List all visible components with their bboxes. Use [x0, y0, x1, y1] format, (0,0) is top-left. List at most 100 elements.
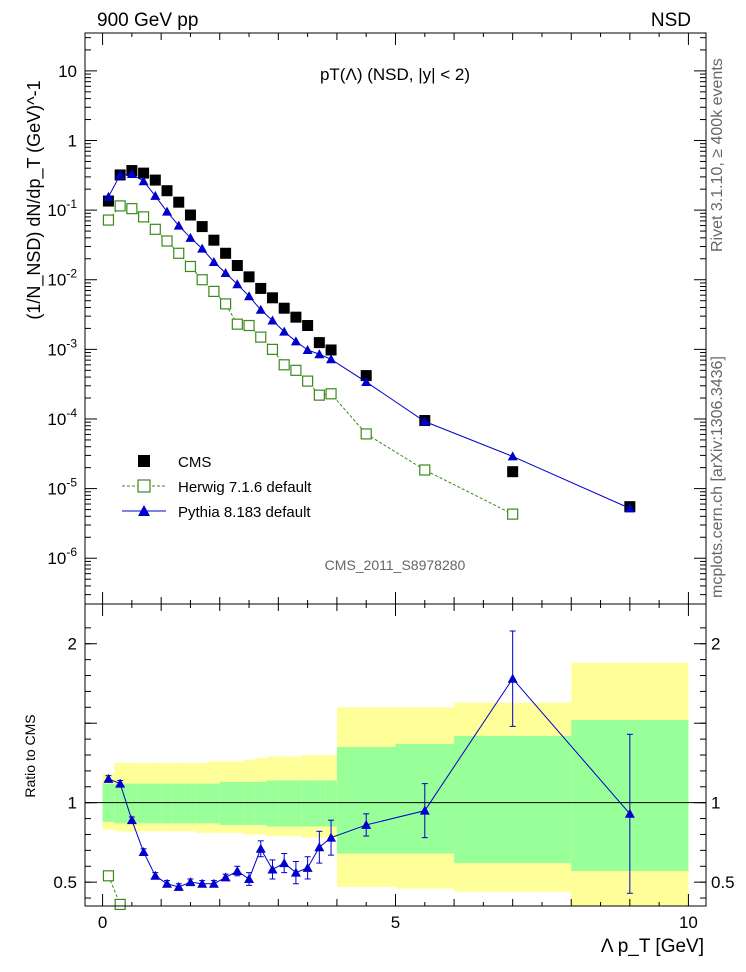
main-y-tick-label: 10: [58, 62, 77, 81]
ratio-pythia-point: [232, 866, 243, 876]
x-tick-label: 0: [98, 913, 107, 932]
herwig-point: [137, 211, 150, 223]
cms-point: [184, 209, 196, 221]
pythia-point: [138, 176, 149, 186]
herwig-point: [184, 260, 197, 273]
ratio-pythia-point: [185, 877, 196, 887]
ratio-herwig-point: [114, 898, 126, 911]
ratio-pythia-point: [220, 872, 231, 882]
ratio-pythia-point: [419, 805, 430, 815]
cms-point: [302, 320, 314, 332]
cms-point: [360, 370, 372, 382]
stat-band: [301, 780, 314, 827]
stat-band: [126, 783, 138, 824]
pythia-point: [419, 416, 430, 426]
herwig-point: [360, 428, 372, 440]
stat-band: [231, 782, 244, 825]
stat-band: [266, 780, 279, 827]
ratio-series: [102, 630, 635, 911]
herwig-point: [173, 247, 185, 259]
pythia-point: [290, 336, 301, 346]
ratio-pythia-point: [162, 878, 173, 888]
ratio-pythia-point: [255, 843, 266, 853]
stat-band: [208, 783, 220, 824]
pythia-point: [208, 256, 219, 266]
herwig-point: [161, 235, 173, 247]
cms-point: [243, 271, 255, 283]
ratio-y-tick-label: 0.5: [53, 873, 77, 892]
cms-point: [196, 221, 208, 233]
analysis-id: CMS_2011_S8978280: [325, 557, 466, 573]
ratio-bands: [102, 662, 689, 906]
cms-point: [231, 260, 243, 272]
cms-point: [290, 311, 302, 323]
stat-band: [172, 783, 185, 824]
pythia-point: [326, 354, 337, 364]
main-y-tick-label: 1: [68, 131, 77, 150]
ratio-y-ticks: 0.5 0.5 1 1 2 2: [53, 627, 735, 899]
herwig-point: [114, 200, 126, 212]
ratio-herwig-point: [102, 870, 115, 882]
herwig-point: [266, 343, 279, 355]
ratio-pythia-point: [314, 842, 325, 852]
ratio-panel: 0.5 0.5 1 1 2 2 0 5 10 Ratio to CMS Λ p_T [GeV]: [22, 33, 735, 957]
plot-title: pT(Λ) (NSD, |y| < 2): [320, 65, 470, 84]
main-y-tick-label: 10-3: [47, 336, 77, 359]
side-label-top: Rivet 3.1.10, ≥ 400k events: [709, 58, 726, 252]
stat-band: [290, 780, 302, 827]
cms-point: [208, 234, 220, 246]
ratio-pythia-point: [507, 673, 518, 683]
ratio-pythia-point: [208, 878, 219, 888]
pythia-point: [302, 344, 313, 354]
ratio-pythia-point: [244, 873, 255, 883]
pythia-point: [255, 304, 266, 314]
main-panel: pT(Λ) (NSD, |y| < 2) CMS_2011_S8978280 1…: [24, 32, 707, 605]
pythia-point: [126, 169, 137, 179]
herwig-point: [419, 464, 431, 476]
x-tick-label: 5: [391, 913, 400, 932]
stat-band: [313, 780, 326, 827]
pythia-point: [361, 376, 372, 386]
stat-band: [196, 783, 209, 824]
cms-point: [149, 174, 161, 186]
ratio-y-tick-label-right: 2: [711, 635, 720, 654]
ratio-pythia-point: [150, 870, 161, 880]
cms-point: [266, 292, 278, 304]
ratio-y-axis-label: Ratio to CMS: [22, 714, 38, 797]
pythia-point: [173, 220, 184, 230]
legend-label-pythia: Pythia 8.183 default: [178, 504, 311, 521]
ratio-pythia-point: [173, 881, 184, 891]
herwig-point: [302, 375, 314, 387]
ratio-pythia-point: [361, 819, 372, 829]
stat-band: [454, 735, 572, 864]
main-y-axis-label: (1/N_NSD) dN/dp_T (GeV)^-1: [24, 80, 45, 319]
herwig-point: [149, 223, 161, 235]
stat-band: [114, 783, 127, 824]
main-y-tick-label: 10-5: [47, 476, 77, 499]
ratio-y-tick-label: 1: [68, 794, 77, 813]
pythia-point: [185, 232, 196, 242]
legend-label-cms: CMS: [178, 454, 211, 471]
stat-band: [254, 782, 267, 825]
cms-point: [325, 344, 337, 356]
ratio-y-tick-label-right: 0.5: [711, 873, 735, 892]
pythia-point: [103, 191, 114, 201]
ratio-pythia-point: [290, 867, 301, 877]
main-y-tick-label: 10-4: [47, 406, 77, 429]
main-y-tick-label: 10-6: [47, 545, 77, 568]
ratio-pythia-point: [326, 832, 337, 842]
x-ticks: 0 5 10: [98, 33, 698, 932]
cms-point: [255, 282, 267, 294]
herwig-point: [208, 285, 220, 297]
x-tick-label: 10: [679, 913, 698, 932]
herwig-point: [313, 389, 325, 401]
cms-point: [220, 247, 232, 259]
ratio-pythia-point: [279, 858, 290, 868]
header-right: NSD: [651, 10, 691, 31]
pythia-point: [220, 267, 231, 277]
main-y-tick-label: 10-2: [47, 267, 77, 290]
herwig-point: [255, 331, 267, 343]
legend-label-herwig: Herwig 7.1.6 default: [178, 479, 312, 496]
pythia-point: [197, 243, 208, 253]
herwig-point: [278, 359, 290, 371]
